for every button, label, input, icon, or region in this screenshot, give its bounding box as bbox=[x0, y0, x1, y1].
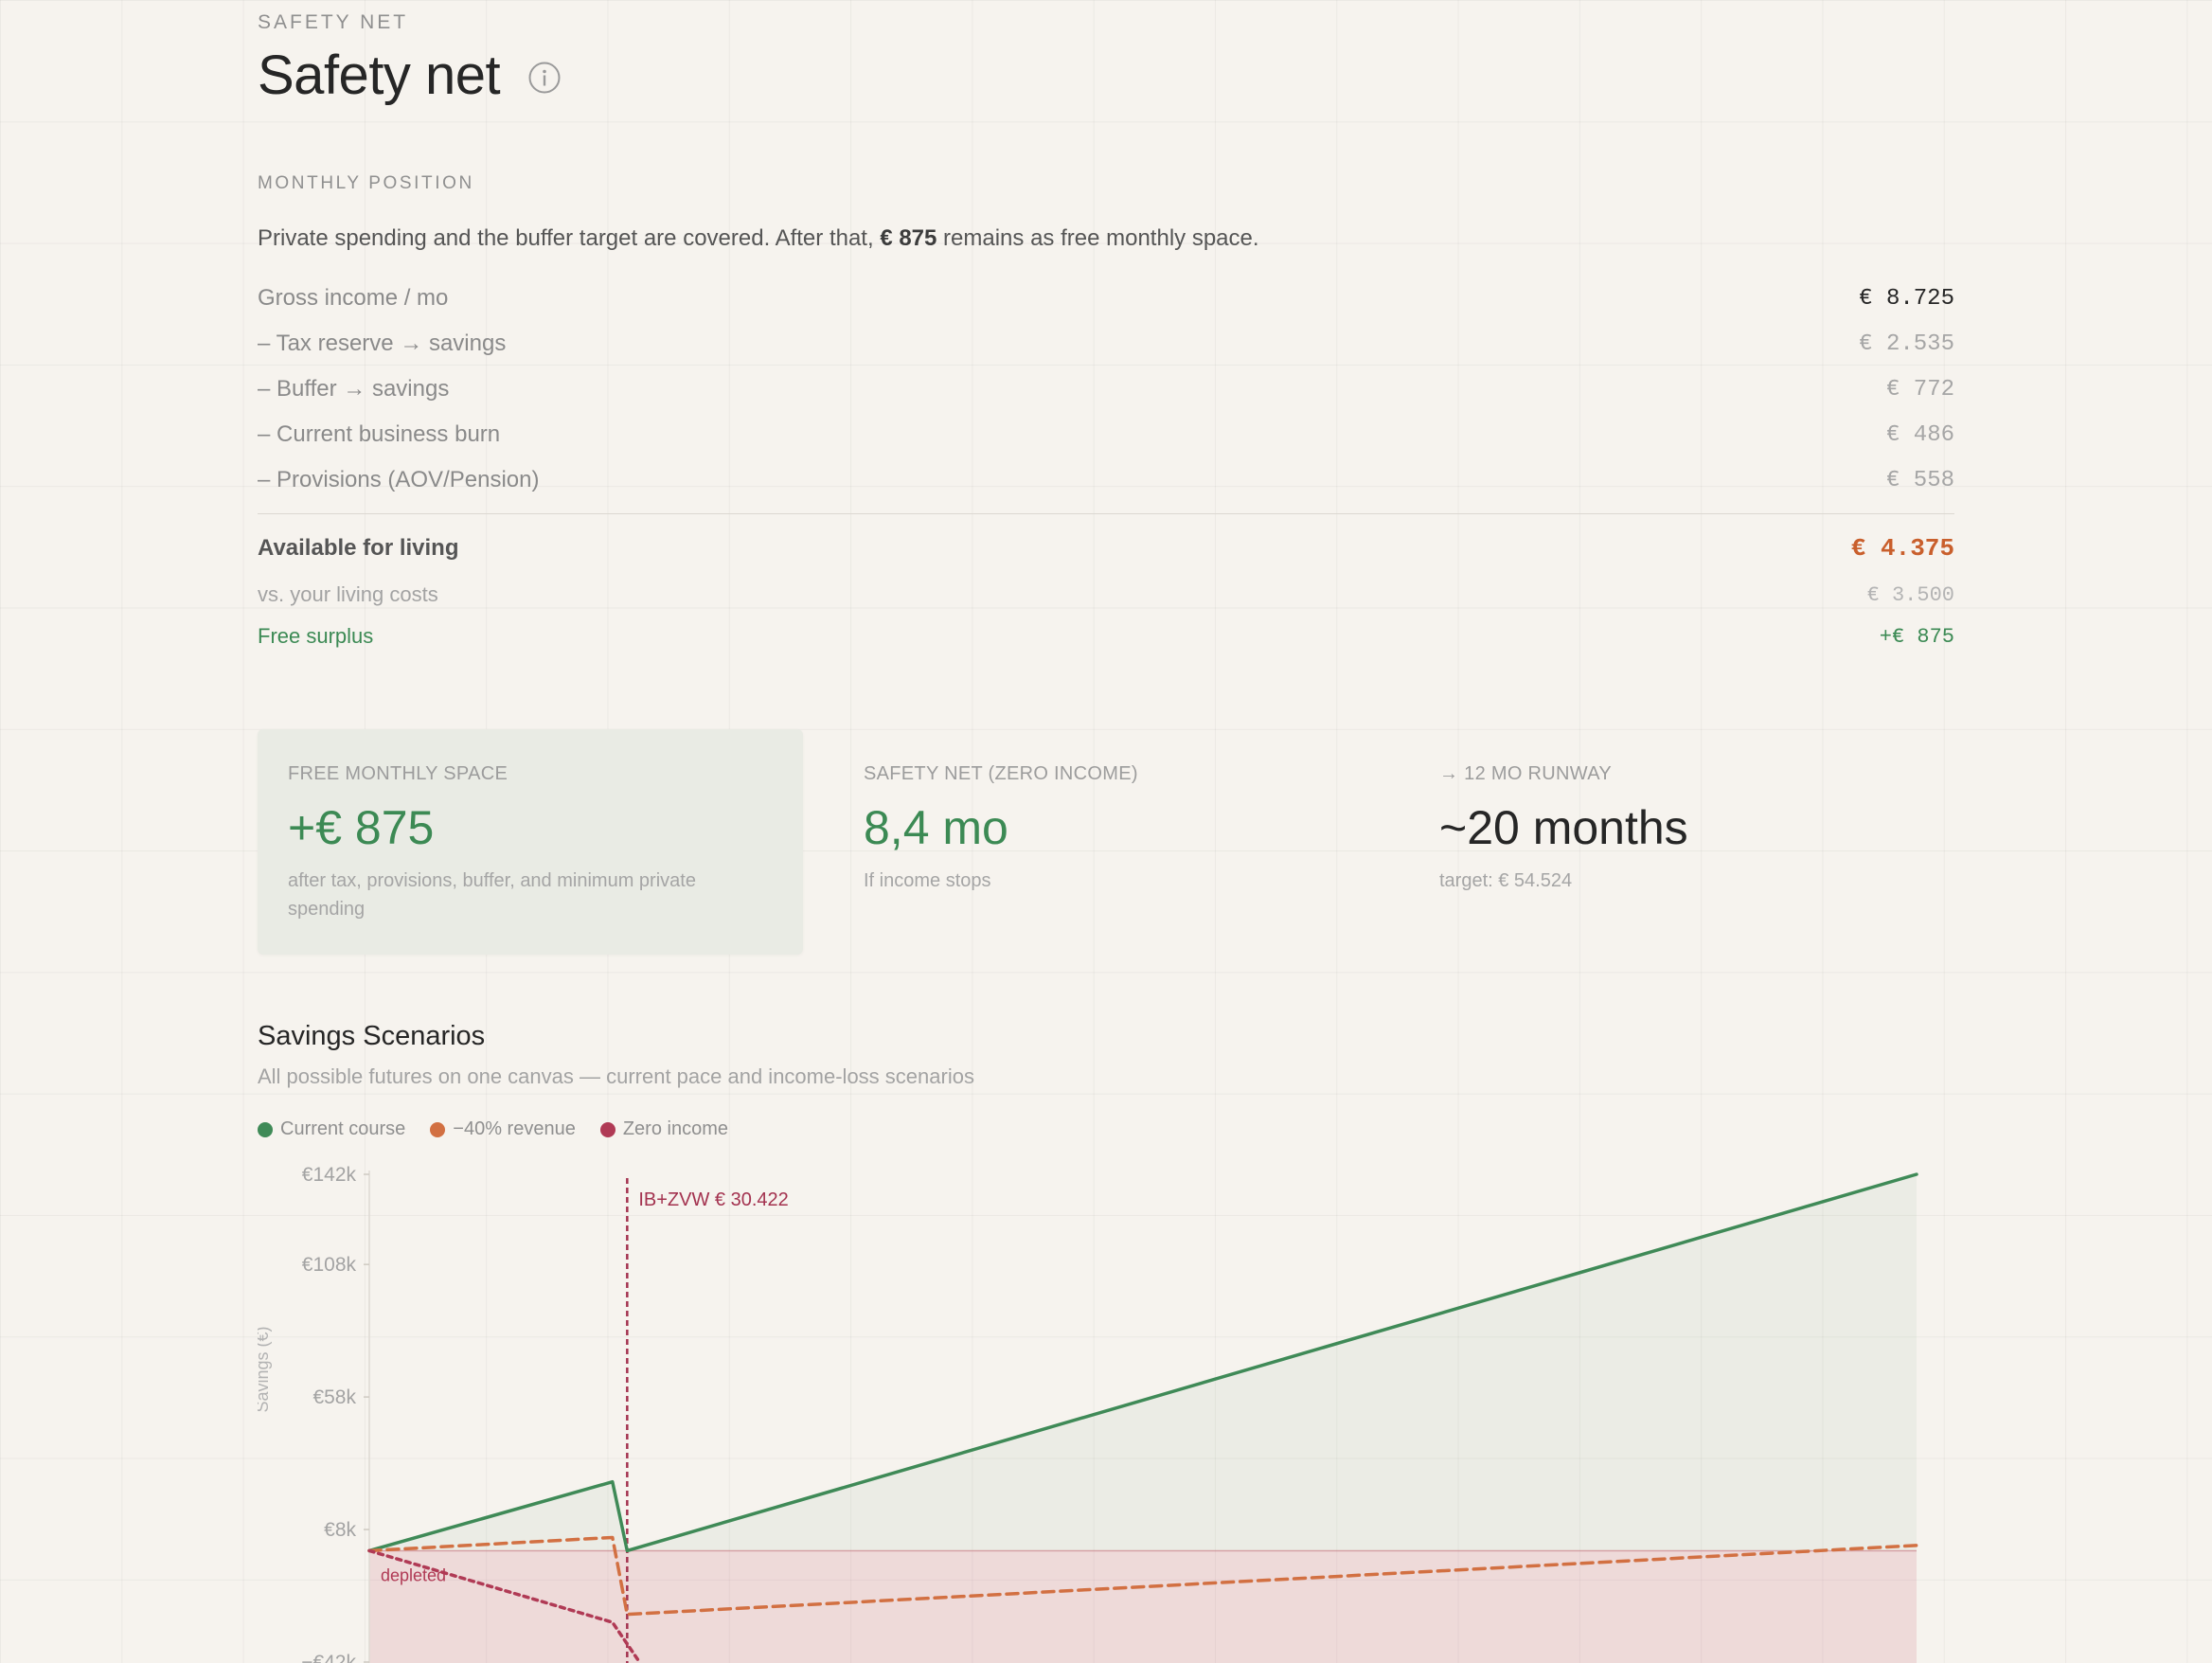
ledger-row-gross-income: Gross income / mo € 8.725 bbox=[258, 279, 1954, 317]
current-course-area bbox=[369, 1174, 1917, 1551]
scenarios-subtitle: All possible futures on one canvas — cur… bbox=[258, 1064, 974, 1088]
stat-label: → 12 MO RUNWAY bbox=[1439, 763, 1612, 784]
ledger-value: € 772 bbox=[1885, 376, 1954, 402]
legend-item-revenue-drop[interactable]: −40% revenue bbox=[430, 1118, 576, 1140]
y-tick-label: −€42k bbox=[301, 1652, 356, 1663]
ledger-value: € 4.375 bbox=[1850, 534, 1954, 563]
y-axis-label: Savings (€) bbox=[258, 1326, 272, 1412]
series-line-40-revenue bbox=[367, 1535, 1918, 1617]
title-row: Safety net bbox=[258, 44, 561, 107]
free-monthly-space-card bbox=[258, 729, 803, 955]
ledger-value: € 558 bbox=[1885, 467, 1954, 493]
series-line-current-course bbox=[367, 1172, 1918, 1553]
y-tick-label: €8k bbox=[324, 1519, 356, 1541]
stat-value: +€ 875 bbox=[288, 801, 435, 854]
monthly-summary: Private spending and the buffer target a… bbox=[258, 225, 1259, 252]
ledger-label: – Tax reserve → savings bbox=[258, 331, 507, 356]
scenarios-title: Savings Scenarios bbox=[258, 1021, 486, 1051]
stat-label: SAFETY NET (ZERO INCOME) bbox=[864, 763, 1138, 784]
savings-scenarios-chart: €142k €108k €58k €8k −€42k Savings (€) IB+ZVW … bbox=[258, 1164, 1918, 1663]
ledger-label: vs. your living costs bbox=[258, 582, 438, 606]
legend-item-zero-income[interactable]: Zero income bbox=[599, 1118, 728, 1140]
legend-dot bbox=[430, 1121, 446, 1137]
summary-text-before: Private spending and the buffer target a… bbox=[258, 225, 881, 251]
ledger-row-tax-reserve: – Tax reserve → savings € 2.535 bbox=[258, 325, 1954, 363]
ledger-row-living-costs: vs. your living costs € 3.500 bbox=[258, 576, 1954, 614]
ledger-label: Gross income / mo bbox=[258, 285, 449, 311]
stat-value: 8,4 mo bbox=[864, 801, 1008, 854]
series-line-zero-income bbox=[367, 1548, 642, 1663]
ledger-label: Free surplus bbox=[258, 624, 374, 648]
monthly-position-label: MONTHLY POSITION bbox=[258, 173, 474, 193]
stat-runway: → 12 MO RUNWAY ~20 months target: € 54.5… bbox=[1439, 763, 1913, 895]
page-title: Safety net bbox=[258, 45, 501, 106]
ledger-label: – Current business burn bbox=[258, 421, 501, 447]
stat-free-monthly-space: FREE MONTHLY SPACE +€ 875 after tax, pro… bbox=[288, 763, 761, 923]
stat-label: FREE MONTHLY SPACE bbox=[288, 763, 508, 784]
summary-text-after: remains as free monthly space. bbox=[937, 225, 1259, 251]
ledger-value: € 3.500 bbox=[1866, 582, 1954, 607]
ledger-value: € 486 bbox=[1885, 421, 1954, 448]
ledger-row-business-burn: – Current business burn € 486 bbox=[258, 416, 1954, 454]
chart-legend: Current course −40% revenue Zero income bbox=[258, 1118, 728, 1140]
info-icon[interactable] bbox=[528, 62, 561, 94]
legend-label: −40% revenue bbox=[453, 1118, 576, 1139]
ledger-label: – Provisions (AOV/Pension) bbox=[258, 467, 540, 492]
ledger-row-available-for-living: Available for living € 4.375 bbox=[258, 529, 1954, 567]
ledger-label: Available for living bbox=[258, 535, 459, 561]
stat-value: ~20 months bbox=[1439, 801, 1688, 854]
y-tick-label: €142k bbox=[302, 1164, 357, 1186]
ledger-divider bbox=[258, 513, 1954, 514]
stat-safety-net: SAFETY NET (ZERO INCOME) 8,4 mo If incom… bbox=[864, 763, 1337, 895]
legend-dot bbox=[258, 1121, 273, 1137]
page-eyebrow: SAFETY NET bbox=[258, 11, 409, 33]
ledger-value: +€ 875 bbox=[1879, 624, 1954, 649]
depleted-label: depleted bbox=[381, 1565, 446, 1584]
legend-label: Current course bbox=[280, 1118, 406, 1139]
ledger-row-buffer: – Buffer → savings € 772 bbox=[258, 370, 1954, 408]
y-tick-label: €58k bbox=[312, 1386, 356, 1408]
ledger-value: € 2.535 bbox=[1859, 331, 1954, 357]
ledger-row-provisions: – Provisions (AOV/Pension) € 558 bbox=[258, 461, 1954, 499]
ledger-label: – Buffer → savings bbox=[258, 376, 450, 402]
ledger-row-free-surplus: Free surplus +€ 875 bbox=[258, 617, 1954, 655]
legend-label: Zero income bbox=[622, 1118, 728, 1139]
stat-subtext: target: € 54.524 bbox=[1439, 870, 1573, 891]
legend-item-current-course[interactable]: Current course bbox=[258, 1118, 405, 1140]
stat-subtext: If income stops bbox=[864, 870, 991, 891]
stat-subtext: after tax, provisions, buffer, and minim… bbox=[288, 870, 696, 920]
event-marker-label: IB+ZVW € 30.422 bbox=[638, 1189, 788, 1210]
depleted-zone bbox=[369, 1550, 1917, 1663]
summary-amount: € 875 bbox=[880, 225, 937, 251]
ledger-value: € 8.725 bbox=[1859, 285, 1954, 312]
legend-dot bbox=[599, 1121, 615, 1137]
y-tick-label: €108k bbox=[302, 1254, 357, 1276]
